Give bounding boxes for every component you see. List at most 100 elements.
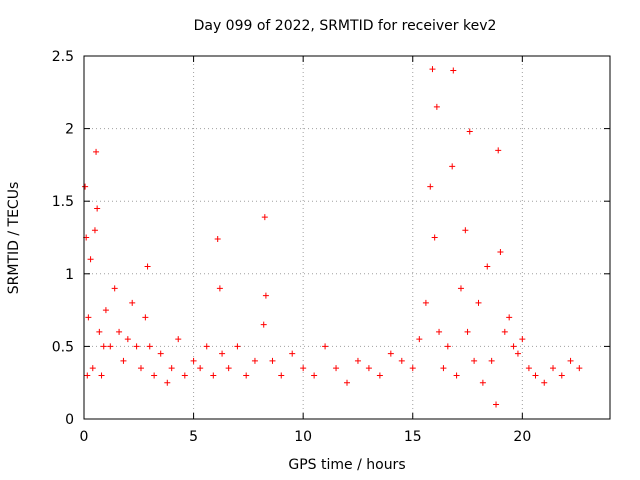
- data-point: [251, 357, 258, 364]
- data-point: [354, 357, 361, 364]
- data-point: [84, 372, 91, 379]
- data-point: [333, 365, 340, 372]
- data-point: [365, 365, 372, 372]
- data-point: [409, 365, 416, 372]
- data-point: [260, 321, 267, 328]
- data-point: [398, 357, 405, 364]
- data-point: [558, 372, 565, 379]
- x-tick-label: 15: [404, 429, 422, 445]
- data-point: [436, 328, 443, 335]
- data-point: [107, 343, 114, 350]
- data-point: [322, 343, 329, 350]
- data-point: [102, 307, 109, 314]
- data-point: [82, 183, 89, 190]
- axis-ticks: 0 0.5 1 1.5 2 2.5 0 5 10 15 20: [52, 49, 610, 445]
- data-point: [541, 379, 548, 386]
- data-point: [210, 372, 217, 379]
- data-point: [514, 350, 521, 357]
- data-point: [157, 350, 164, 357]
- data-point: [464, 328, 471, 335]
- data-point: [567, 357, 574, 364]
- data-point: [93, 148, 100, 155]
- data-point: [96, 328, 103, 335]
- data-point: [144, 263, 151, 270]
- data-point: [525, 365, 532, 372]
- x-tick-label: 5: [189, 429, 198, 445]
- data-point: [344, 379, 350, 386]
- data-point: [120, 357, 127, 364]
- data-point: [484, 263, 491, 270]
- data-point: [85, 314, 92, 321]
- data-point: [269, 357, 276, 364]
- y-tick-label: 1: [65, 267, 74, 283]
- data-point: [550, 365, 557, 372]
- y-tick-label: 2.5: [52, 49, 74, 65]
- plot-frame: [83, 55, 611, 420]
- data-point: [289, 350, 296, 357]
- data-point: [453, 372, 460, 379]
- data-point: [519, 336, 526, 343]
- data-point: [116, 328, 123, 335]
- x-tick-label: 20: [513, 429, 531, 445]
- data-point: [261, 214, 268, 221]
- x-tick-label: 0: [80, 429, 89, 445]
- data-point: [387, 350, 394, 357]
- data-point: [137, 365, 144, 372]
- data-point: [100, 343, 107, 350]
- data-point: [433, 103, 440, 110]
- data-point: [89, 365, 96, 372]
- data-point: [450, 67, 457, 74]
- data-point: [427, 183, 434, 190]
- y-tick-label: 0.5: [52, 339, 74, 355]
- data-points: [82, 66, 583, 408]
- data-point: [576, 365, 583, 372]
- data-point: [181, 372, 188, 379]
- data-point: [203, 343, 210, 350]
- data-point: [300, 365, 307, 372]
- data-point: [488, 357, 495, 364]
- data-point: [243, 372, 250, 379]
- data-point: [111, 285, 118, 292]
- data-point: [151, 372, 158, 379]
- y-tick-label: 0: [65, 412, 74, 428]
- data-point: [262, 292, 269, 299]
- data-point: [501, 328, 508, 335]
- data-point: [506, 314, 513, 321]
- data-point: [510, 343, 517, 350]
- data-point: [219, 350, 226, 357]
- data-point: [429, 66, 436, 73]
- chart-title: Day 099 of 2022, SRMTID for receiver kev…: [193, 18, 497, 34]
- data-point: [225, 365, 232, 372]
- data-point: [146, 343, 153, 350]
- data-point: [466, 128, 473, 135]
- data-point: [214, 235, 221, 242]
- data-point: [495, 147, 502, 154]
- data-point: [462, 227, 469, 234]
- data-point: [133, 343, 140, 350]
- data-point: [234, 343, 241, 350]
- data-point: [471, 357, 478, 364]
- data-point: [129, 299, 136, 306]
- data-point: [444, 343, 451, 350]
- data-point: [493, 401, 500, 408]
- data-point: [124, 336, 131, 343]
- data-point: [479, 379, 486, 386]
- data-point: [416, 336, 423, 343]
- y-tick-label: 2: [65, 122, 74, 138]
- data-point: [190, 357, 197, 364]
- x-axis-label: GPS time / hours: [288, 457, 406, 473]
- data-point: [311, 372, 318, 379]
- data-point: [98, 372, 105, 379]
- data-point: [449, 163, 456, 170]
- data-point: [164, 379, 171, 386]
- data-point: [422, 299, 429, 306]
- x-tick-label: 10: [294, 429, 312, 445]
- data-point: [457, 285, 464, 292]
- data-point: [87, 256, 94, 263]
- y-tick-label: 1.5: [52, 194, 74, 210]
- data-point: [168, 365, 175, 372]
- data-point: [175, 336, 182, 343]
- data-point: [497, 249, 504, 256]
- data-point: [216, 285, 223, 292]
